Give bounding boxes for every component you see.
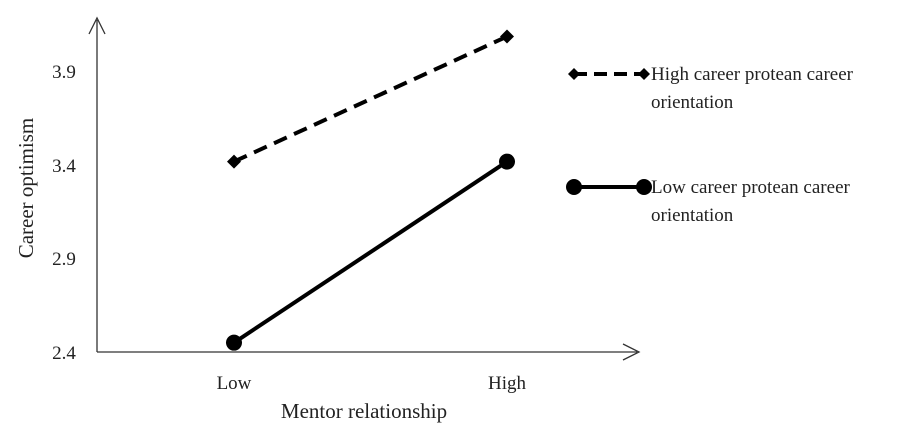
series-high-protean-line [233, 34, 508, 164]
series-high-protean-point-low [227, 154, 241, 169]
legend: High career protean career orientation L… [566, 64, 854, 226]
y-tick-label-3: 3.9 [52, 62, 76, 83]
legend-diamond-icon [568, 68, 580, 80]
y-axis-title: Career optimism [14, 118, 38, 259]
legend-label-low-line1: Low career protean career [651, 177, 850, 198]
series-low-protean-point-low [226, 334, 242, 351]
series-high-protean-point-high [500, 29, 514, 44]
legend-diamond-icon [638, 68, 650, 80]
y-axis-arrow [88, 16, 106, 35]
x-axis-title: Mentor relationship [281, 399, 447, 423]
legend-label-high-line1: High career protean career [651, 64, 854, 85]
x-tick-label-0: Low [217, 373, 252, 394]
legend-circle-icon [636, 179, 652, 195]
legend-item-high-protean: High career protean career orientation [568, 64, 854, 113]
legend-circle-icon [566, 179, 582, 195]
legend-item-low-protean: Low career protean career orientation [566, 177, 850, 226]
legend-label-low-line2: orientation [651, 205, 734, 226]
y-tick-label-0: 2.4 [52, 343, 76, 364]
series-low-protean-line [232, 159, 509, 345]
x-axis-arrow [622, 343, 641, 361]
y-tick-label-1: 2.9 [52, 249, 76, 270]
legend-label-high-line2: orientation [651, 92, 734, 113]
series-low-protean-point-high [499, 153, 515, 170]
y-tick-label-2: 3.4 [52, 156, 76, 177]
x-tick-label-1: High [488, 373, 527, 394]
